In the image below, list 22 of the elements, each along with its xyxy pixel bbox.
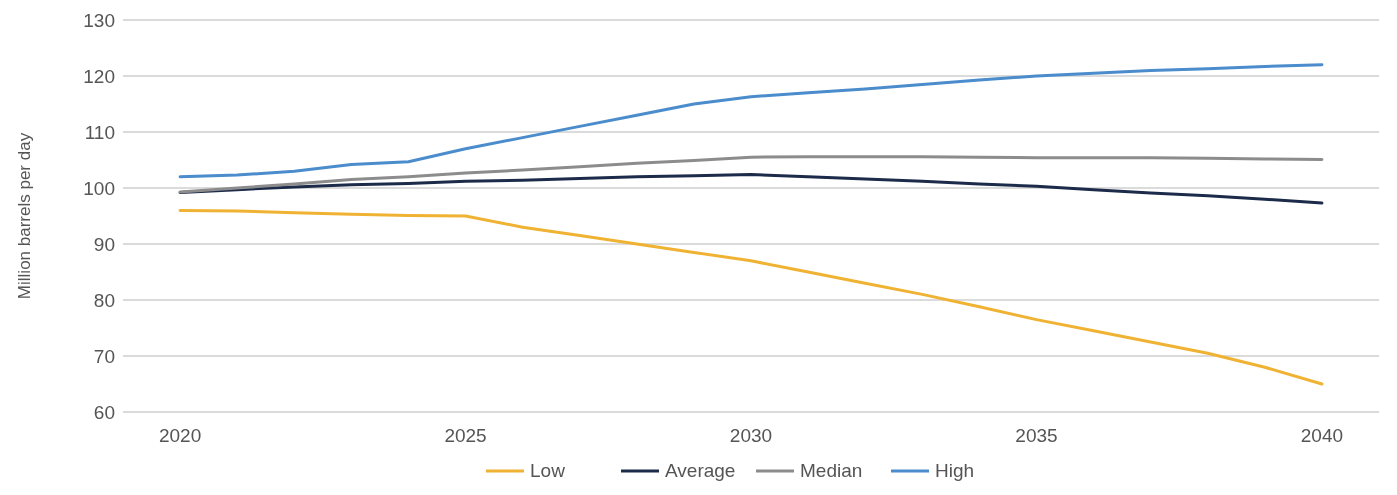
x-tick-label: 2025 [444, 425, 487, 446]
line-series [178, 63, 1324, 179]
y-tick-label: 70 [93, 345, 115, 367]
legend-label: High [935, 460, 975, 481]
legend-label: Average [665, 460, 736, 481]
y-tick-label: 100 [83, 177, 115, 199]
legend-label: Low [530, 460, 566, 481]
line-series [178, 208, 1324, 386]
y-tick-label: 130 [83, 9, 115, 31]
legend-label: Median [800, 460, 863, 481]
y-tick-label: 90 [93, 233, 115, 255]
line-series [178, 173, 1324, 205]
y-tick-label: 110 [84, 121, 115, 143]
y-axis-title: Million barrels per day [15, 132, 34, 300]
x-tick-label: 2035 [1015, 425, 1058, 446]
x-tick-label: 2020 [158, 425, 202, 446]
line-series [178, 155, 1324, 194]
y-tick-label: 120 [83, 65, 115, 87]
y-tick-label: 80 [93, 289, 115, 311]
y-tick-label: 60 [93, 401, 115, 423]
x-tick-label: 2040 [1300, 425, 1344, 446]
x-tick-label: 2030 [729, 425, 773, 446]
